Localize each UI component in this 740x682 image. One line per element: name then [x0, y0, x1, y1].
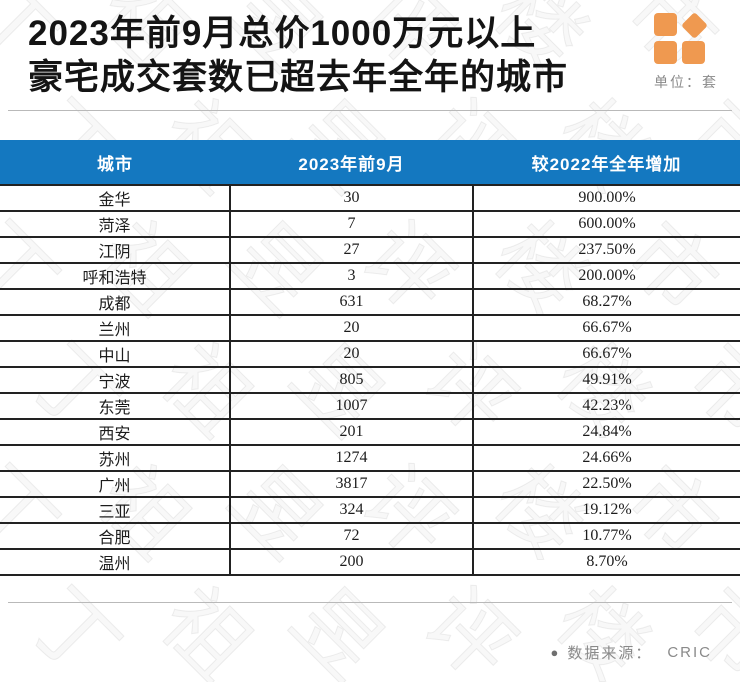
city-cell: 金华: [0, 185, 230, 212]
city-cell: 呼和浩特: [0, 263, 230, 290]
pct-cell: 10.77%: [472, 523, 740, 550]
count-cell: 27: [229, 237, 473, 264]
table-row: 三亚 324 19.12%: [0, 497, 740, 524]
city-cell: 苏州: [0, 445, 230, 472]
title-line-1: 2023年前9月总价1000万元以上: [28, 14, 537, 53]
count-cell: 30: [229, 185, 473, 212]
city-cell: 成都: [0, 289, 230, 316]
logo-square-icon: [682, 41, 705, 64]
pct-cell: 68.27%: [472, 289, 740, 316]
column-header: 较2022年全年增加: [473, 140, 740, 186]
table-header-row: 城市 2023年前9月 较2022年全年增加: [0, 140, 740, 186]
city-cell: 三亚: [0, 497, 230, 524]
table-row: 菏泽 7 600.00%: [0, 211, 740, 238]
table-row: 西安 201 24.84%: [0, 419, 740, 446]
watermark-glyph: 祖: [143, 571, 270, 682]
table-row: 苏州 1274 24.66%: [0, 445, 740, 472]
data-table-wrap: 城市 2023年前9月 较2022年全年增加 金华 30 900.00% 菏泽 7 600.0…: [0, 140, 740, 576]
city-cell: 温州: [0, 549, 230, 576]
column-header: 城市: [0, 140, 230, 186]
source-value: CRIC: [667, 644, 712, 661]
count-cell: 324: [229, 497, 473, 524]
pct-cell: 22.50%: [472, 471, 740, 498]
table-row: 合肥 72 10.77%: [0, 523, 740, 550]
count-cell: 72: [229, 523, 473, 550]
page-title: 2023年前9月总价1000万元以上 豪宅成交套数已超去年全年的城市: [28, 12, 568, 100]
data-table: 城市 2023年前9月 较2022年全年增加 金华 30 900.00% 菏泽 7 600.0…: [0, 140, 740, 576]
pct-cell: 600.00%: [472, 211, 740, 238]
watermark-glyph: 昱: [275, 571, 402, 682]
table-body: 金华 30 900.00% 菏泽 7 600.00% 江阴 27 237.50% 呼和浩特 3 200…: [0, 185, 740, 576]
table-row: 金华 30 900.00%: [0, 185, 740, 212]
count-cell: 805: [229, 367, 473, 394]
city-cell: 广州: [0, 471, 230, 498]
count-cell: 200: [229, 549, 473, 576]
table-row: 兰州 20 66.67%: [0, 315, 740, 342]
pct-cell: 49.91%: [472, 367, 740, 394]
count-cell: 20: [229, 341, 473, 368]
brand-logo-icon: [654, 11, 708, 65]
table-row: 广州 3817 22.50%: [0, 471, 740, 498]
pct-cell: 200.00%: [472, 263, 740, 290]
city-cell: 东莞: [0, 393, 230, 420]
city-cell: 中山: [0, 341, 230, 368]
city-cell: 宁波: [0, 367, 230, 394]
count-cell: 3817: [229, 471, 473, 498]
table-row: 东莞 1007 42.23%: [0, 393, 740, 420]
table-row: 江阴 27 237.50%: [0, 237, 740, 264]
unit-label: 单位：套: [654, 74, 718, 90]
city-cell: 合肥: [0, 523, 230, 550]
bullet-icon: ●: [550, 645, 559, 660]
pct-cell: 900.00%: [472, 185, 740, 212]
table-row: 宁波 805 49.91%: [0, 367, 740, 394]
pct-cell: 24.84%: [472, 419, 740, 446]
pct-cell: 19.12%: [472, 497, 740, 524]
table-row: 呼和浩特 3 200.00%: [0, 263, 740, 290]
pct-cell: 66.67%: [472, 341, 740, 368]
count-cell: 7: [229, 211, 473, 238]
logo-diamond-cell: [680, 11, 708, 39]
pct-cell: 42.23%: [472, 393, 740, 420]
pct-cell: 8.70%: [472, 549, 740, 576]
count-cell: 3: [229, 263, 473, 290]
watermark-glyph: 丁: [11, 571, 138, 682]
title-line-2: 豪宅成交套数已超去年全年的城市: [28, 58, 569, 97]
count-cell: 631: [229, 289, 473, 316]
watermark-glyph: 评: [407, 571, 534, 682]
title-divider: [8, 110, 732, 111]
count-cell: 20: [229, 315, 473, 342]
logo-square-icon: [654, 41, 677, 64]
logo-square-icon: [654, 13, 677, 36]
column-header: 2023年前9月: [230, 140, 473, 186]
watermark-glyph: 楼: [539, 571, 666, 682]
city-cell: 西安: [0, 419, 230, 446]
pct-cell: 237.50%: [472, 237, 740, 264]
table-row: 成都 631 68.27%: [0, 289, 740, 316]
count-cell: 1007: [229, 393, 473, 420]
data-source-footer: ● 数据来源： CRIC: [550, 642, 712, 663]
watermark-glyph: 市: [671, 571, 740, 682]
footer-divider: [8, 602, 732, 603]
count-cell: 201: [229, 419, 473, 446]
city-cell: 菏泽: [0, 211, 230, 238]
table-row: 温州 200 8.70%: [0, 549, 740, 576]
logo-diamond-icon: [680, 11, 708, 39]
city-cell: 江阴: [0, 237, 230, 264]
pct-cell: 66.67%: [472, 315, 740, 342]
pct-cell: 24.66%: [472, 445, 740, 472]
city-cell: 兰州: [0, 315, 230, 342]
count-cell: 1274: [229, 445, 473, 472]
table-row: 中山 20 66.67%: [0, 341, 740, 368]
source-label: 数据来源：: [567, 645, 653, 662]
